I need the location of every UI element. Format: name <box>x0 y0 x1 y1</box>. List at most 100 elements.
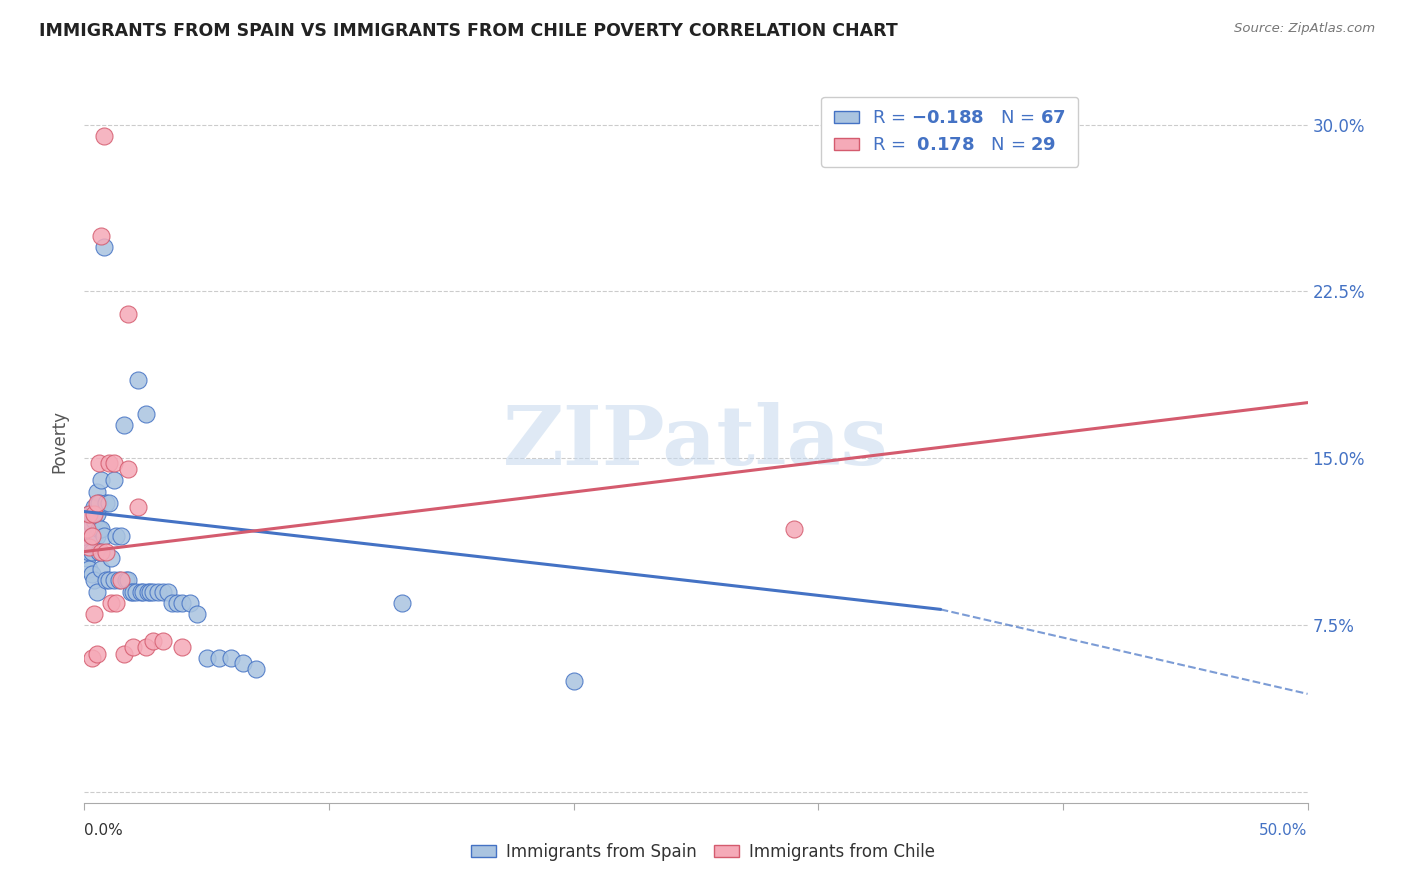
Text: 0.0%: 0.0% <box>84 823 124 838</box>
Point <box>80 651 103 665</box>
Point <box>96 574 118 588</box>
Point <box>90 544 112 558</box>
Point <box>90 522 112 536</box>
Point <box>96 544 118 558</box>
Point <box>125 584 148 599</box>
Text: Source: ZipAtlas.com: Source: ZipAtlas.com <box>1234 22 1375 36</box>
Point <box>129 584 152 599</box>
Text: 50.0%: 50.0% <box>1260 823 1308 838</box>
Point <box>110 529 132 543</box>
Point <box>139 584 162 599</box>
Point <box>783 522 806 536</box>
Point <box>100 551 122 566</box>
Point <box>136 584 159 599</box>
Point <box>156 584 179 599</box>
Point <box>86 529 108 543</box>
Point <box>90 228 112 243</box>
Point <box>86 584 108 599</box>
Point <box>152 584 174 599</box>
Point <box>179 596 201 610</box>
Point <box>172 596 194 610</box>
Point <box>122 640 145 655</box>
Point <box>76 522 98 536</box>
Point <box>76 529 98 543</box>
Point <box>103 474 125 488</box>
Point <box>93 529 115 543</box>
Point <box>76 517 98 532</box>
Point <box>77 562 100 576</box>
Text: IMMIGRANTS FROM SPAIN VS IMMIGRANTS FROM CHILE POVERTY CORRELATION CHART: IMMIGRANTS FROM SPAIN VS IMMIGRANTS FROM… <box>39 22 898 40</box>
Point <box>391 596 413 610</box>
Point <box>83 607 105 621</box>
Point <box>87 522 110 536</box>
Point <box>103 574 125 588</box>
Point <box>76 540 98 554</box>
Point <box>77 540 100 554</box>
Point <box>77 544 100 558</box>
Point <box>80 566 103 581</box>
Point <box>90 562 112 576</box>
Point <box>96 496 118 510</box>
Point <box>90 474 112 488</box>
Point <box>219 651 242 665</box>
Point <box>80 529 103 543</box>
Point <box>186 607 208 621</box>
Point <box>77 522 100 536</box>
Point <box>76 551 98 566</box>
Point <box>77 507 100 521</box>
Point <box>127 373 149 387</box>
Text: ZIPatlas: ZIPatlas <box>503 401 889 482</box>
Point <box>100 596 122 610</box>
Point <box>80 529 103 543</box>
Point <box>127 500 149 515</box>
Point <box>80 544 103 558</box>
Point <box>122 584 145 599</box>
Point <box>135 407 157 421</box>
Point <box>86 507 108 521</box>
Point <box>80 517 103 532</box>
Point <box>112 647 135 661</box>
Point <box>195 651 218 665</box>
Point <box>208 651 231 665</box>
Point <box>146 584 169 599</box>
Point <box>86 647 108 661</box>
Point <box>166 596 188 610</box>
Legend: R = $\mathbf{-0.188}$   N = $\mathbf{67}$, R =  $\mathbf{0.178}$   N = $\mathbf{: R = $\mathbf{-0.188}$ N = $\mathbf{67}$,… <box>821 96 1078 167</box>
Point <box>103 456 125 470</box>
Point <box>142 633 165 648</box>
Legend: Immigrants from Spain, Immigrants from Chile: Immigrants from Spain, Immigrants from C… <box>464 837 942 868</box>
Point <box>105 596 128 610</box>
Point <box>132 584 155 599</box>
Point <box>110 574 132 588</box>
Point <box>87 456 110 470</box>
Point <box>97 574 120 588</box>
Point <box>117 462 139 476</box>
Point <box>83 513 105 527</box>
Point <box>86 484 108 499</box>
Point <box>93 240 115 254</box>
Point <box>162 596 184 610</box>
Point <box>93 128 115 143</box>
Point <box>115 574 138 588</box>
Point <box>117 307 139 321</box>
Point <box>107 574 129 588</box>
Y-axis label: Poverty: Poverty <box>51 410 69 473</box>
Point <box>87 544 110 558</box>
Point <box>245 662 267 676</box>
Point <box>112 417 135 432</box>
Point <box>120 584 142 599</box>
Point <box>117 574 139 588</box>
Point <box>97 496 120 510</box>
Point <box>135 640 157 655</box>
Point <box>97 456 120 470</box>
Point <box>232 656 254 670</box>
Point <box>152 633 174 648</box>
Point <box>142 584 165 599</box>
Point <box>172 640 194 655</box>
Point <box>83 574 105 588</box>
Point <box>562 673 585 688</box>
Point <box>83 529 105 543</box>
Point <box>105 529 128 543</box>
Point <box>77 535 100 549</box>
Point <box>86 496 108 510</box>
